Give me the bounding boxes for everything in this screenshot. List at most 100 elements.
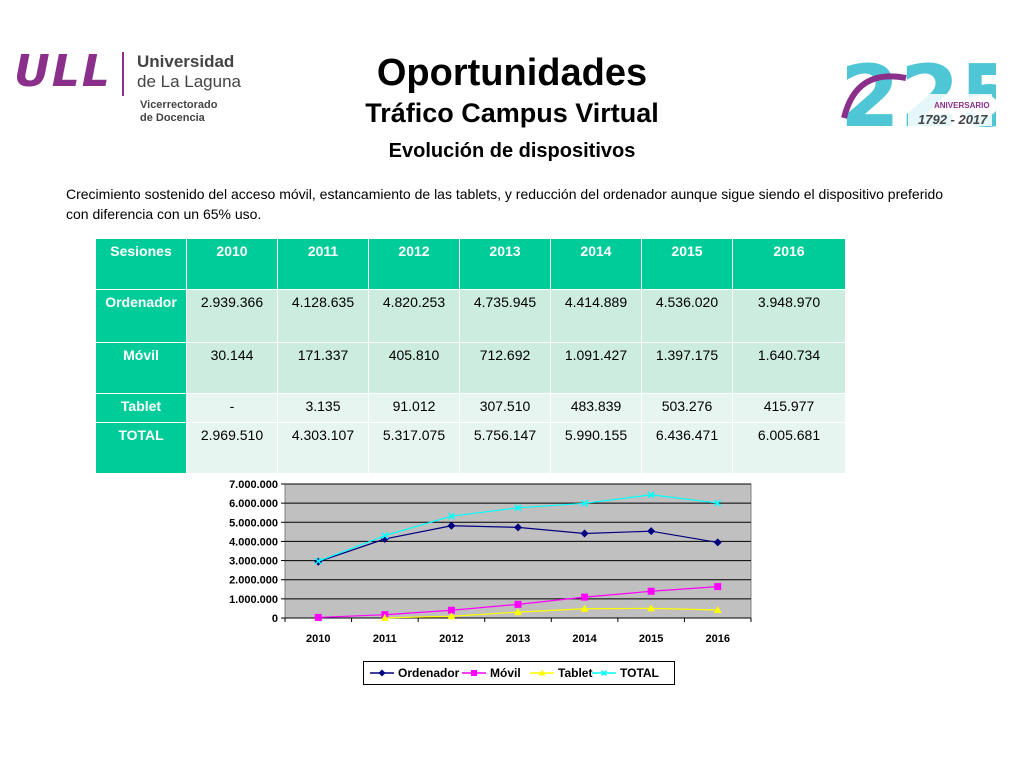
data-point-ordenador bbox=[514, 523, 522, 532]
table-cell: 1.397.175 bbox=[641, 342, 733, 394]
chart-legend: Ordenador Móvil Tablet TOTAL bbox=[363, 661, 675, 685]
y-tick-label: 6.000.000 bbox=[229, 498, 278, 510]
table-cell: 405.810 bbox=[368, 342, 460, 394]
data-point-ordenador bbox=[713, 538, 722, 547]
page-subtitle: Tráfico Campus Virtual bbox=[365, 98, 659, 128]
x-tick-label: 2016 bbox=[705, 633, 729, 645]
vicerrectorado-label: Vicerrectorado de Docencia bbox=[140, 99, 217, 125]
data-point-ordenador bbox=[580, 529, 589, 538]
table-header-row: Sesiones 2010 2011 2012 2013 2014 2015 2… bbox=[95, 238, 846, 290]
data-point-total bbox=[714, 499, 722, 507]
data-point-ordenador bbox=[447, 521, 456, 530]
data-point-total bbox=[447, 512, 455, 520]
data-point-total bbox=[581, 499, 589, 507]
table-header-cell: 2014 bbox=[550, 238, 642, 290]
data-point-tablet bbox=[514, 608, 522, 616]
data-point-ordenador bbox=[380, 534, 389, 543]
table-cell: 2.939.366 bbox=[186, 289, 278, 343]
y-tick-label: 7.000.000 bbox=[229, 479, 278, 491]
legend-label-mvil: Móvil bbox=[490, 666, 521, 680]
table-cell: 415.977 bbox=[732, 393, 846, 423]
anniversary-logo: 225 ANIVERSARIO 1792 - 2017 bbox=[840, 47, 996, 138]
table-row: TOTAL 2.969.510 4.303.107 5.317.075 5.75… bbox=[95, 422, 846, 474]
table-header-cell: 2012 bbox=[368, 238, 460, 290]
description-text: Crecimiento sostenido del acceso móvil, … bbox=[66, 186, 944, 222]
data-point-tablet bbox=[580, 604, 589, 612]
data-point-total bbox=[514, 504, 522, 512]
x-tick-label: 2015 bbox=[639, 633, 663, 645]
table-cell: 3.135 bbox=[277, 393, 369, 423]
data-point-mvil bbox=[647, 587, 655, 595]
page-title: Oportunidades bbox=[376, 52, 648, 94]
row-label: Ordenador bbox=[95, 289, 187, 343]
table-cell: 6.436.471 bbox=[641, 422, 733, 474]
data-point-tablet bbox=[713, 606, 722, 614]
anniversary-label-bg bbox=[908, 94, 992, 126]
data-point-mvil bbox=[447, 606, 455, 614]
table-cell: 6.005.681 bbox=[732, 422, 846, 474]
row-label: Tablet bbox=[95, 393, 187, 423]
sub-line2: de Docencia bbox=[140, 112, 205, 124]
data-point-total bbox=[381, 532, 389, 540]
table-cell: 503.276 bbox=[641, 393, 733, 423]
y-tick-label: 4.000.000 bbox=[229, 536, 278, 548]
table-cell: 712.692 bbox=[459, 342, 551, 394]
table-cell: 91.012 bbox=[368, 393, 460, 423]
table-cell: 1.640.734 bbox=[732, 342, 846, 394]
table-header-cell: 2016 bbox=[732, 238, 846, 290]
data-point-tablet bbox=[447, 612, 456, 620]
table-cell: 5.990.155 bbox=[550, 422, 642, 474]
anniversary-swoosh bbox=[841, 73, 907, 119]
table-cell: 2.969.510 bbox=[186, 422, 278, 474]
x-tick-label: 2013 bbox=[506, 633, 530, 645]
y-tick-label: 5.000.000 bbox=[229, 517, 278, 529]
y-tick-label: 3.000.000 bbox=[229, 556, 278, 568]
table-cell: 4.128.635 bbox=[277, 289, 369, 343]
table-cell: 5.317.075 bbox=[368, 422, 460, 474]
y-tick-label: 2.000.000 bbox=[229, 575, 278, 587]
sub-line1: Vicerrectorado bbox=[140, 99, 218, 111]
table-cell: 3.948.970 bbox=[732, 289, 846, 343]
sessions-table: Sesiones 2010 2011 2012 2013 2014 2015 2… bbox=[95, 238, 846, 474]
table-cell: - bbox=[186, 393, 278, 423]
table-header-cell: Sesiones bbox=[95, 238, 187, 290]
anniversary-years: 1792 - 2017 bbox=[918, 112, 988, 127]
table-cell: 4.735.945 bbox=[459, 289, 551, 343]
table-row: Móvil 30.144 171.337 405.810 712.692 1.0… bbox=[95, 342, 846, 394]
section-title: Evolución de dispositivos bbox=[388, 140, 636, 162]
series-line-tablet bbox=[384, 607, 718, 619]
table-row: Tablet - 3.135 91.012 307.510 483.839 50… bbox=[95, 393, 846, 423]
legend-label-ordenador: Ordenador bbox=[398, 666, 460, 680]
table-cell: 4.820.253 bbox=[368, 289, 460, 343]
legend-marker-tablet bbox=[538, 669, 546, 676]
university-line1: Universidad bbox=[137, 52, 235, 71]
data-point-mvil bbox=[314, 613, 322, 621]
legend-label-tablet: Tablet bbox=[558, 666, 592, 680]
data-point-tablet bbox=[647, 604, 656, 612]
logo-divider bbox=[122, 52, 124, 96]
data-point-tablet bbox=[380, 613, 389, 621]
table-cell: 4.414.889 bbox=[550, 289, 642, 343]
row-label: TOTAL bbox=[95, 422, 187, 474]
table-header-cell: 2015 bbox=[641, 238, 733, 290]
data-point-mvil bbox=[581, 593, 589, 601]
table-header-cell: 2011 bbox=[277, 238, 369, 290]
data-point-total bbox=[314, 557, 322, 565]
device-evolution-chart: 0 1.000.000 2.000.000 3.000.000 4.000.000 5.0… bbox=[229, 479, 752, 645]
x-tick-label: 2014 bbox=[572, 633, 597, 645]
table-cell: 4.303.107 bbox=[277, 422, 369, 474]
row-label: Móvil bbox=[95, 342, 187, 394]
table-row: Ordenador 2.939.366 4.128.635 4.820.253 … bbox=[95, 289, 846, 343]
legend-marker-total bbox=[600, 669, 608, 677]
legend-marker-mvil bbox=[471, 670, 477, 676]
data-point-ordenador bbox=[647, 527, 656, 536]
data-point-mvil bbox=[714, 583, 722, 591]
table-cell: 1.091.427 bbox=[550, 342, 642, 394]
x-tick-label: 2012 bbox=[439, 633, 463, 645]
legend-marker-ordenador bbox=[378, 669, 386, 677]
y-tick-label: 0 bbox=[272, 613, 278, 625]
y-tick-label: 1.000.000 bbox=[229, 594, 278, 606]
table-header-cell: 2010 bbox=[186, 238, 278, 290]
x-tick-label: 2010 bbox=[306, 633, 330, 645]
table-cell: 4.536.020 bbox=[641, 289, 733, 343]
